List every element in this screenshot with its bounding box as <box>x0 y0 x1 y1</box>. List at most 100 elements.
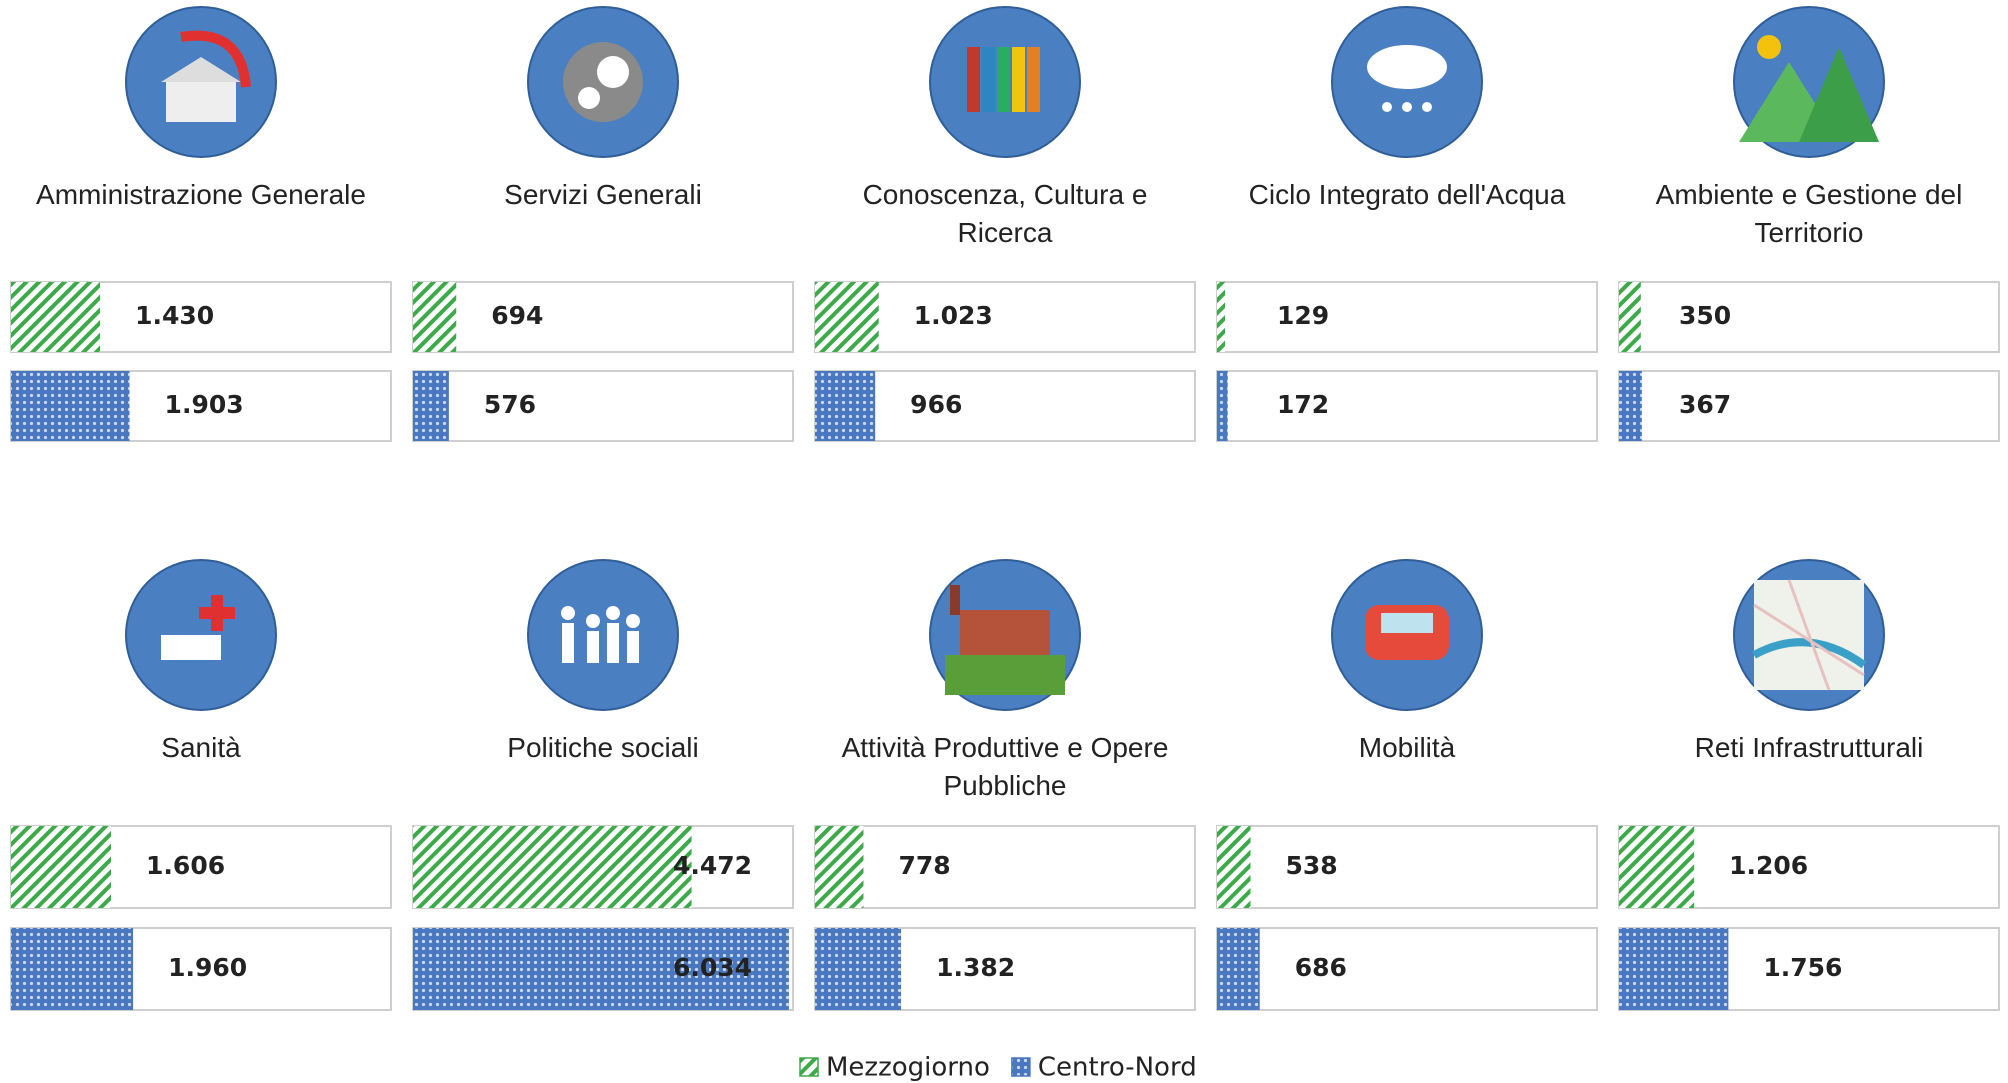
value-label: 367 <box>1679 390 1731 419</box>
icon <box>527 559 679 711</box>
icon-glyph <box>1753 579 1865 691</box>
icon-glyph <box>607 623 619 663</box>
bar <box>1217 371 1228 441</box>
icon-glyph <box>587 631 599 663</box>
bar <box>413 282 457 352</box>
icon-glyph <box>1381 613 1433 633</box>
value-label: 6.034 <box>673 953 752 982</box>
icon <box>1331 559 1483 711</box>
bar-frame <box>1216 281 1598 353</box>
bar-frame <box>814 825 1196 909</box>
legend-label: Mezzogiorno <box>826 1053 990 1083</box>
icon-glyph <box>586 614 600 628</box>
bar <box>815 928 902 1010</box>
bar <box>11 928 134 1010</box>
icon-glyph <box>967 47 980 112</box>
icon-glyph <box>578 87 600 109</box>
value-label: 778 <box>898 851 950 880</box>
bar <box>815 371 876 441</box>
icon-glyph <box>161 57 241 82</box>
value-label: 686 <box>1295 953 1347 982</box>
category-label: Amministrazione Generale <box>36 179 366 210</box>
value-label: 172 <box>1277 390 1329 419</box>
value-label: 538 <box>1286 851 1338 880</box>
value-label: 1.960 <box>168 953 247 982</box>
value-label: 1.903 <box>165 390 244 419</box>
bar-frame <box>1618 370 2000 442</box>
icon <box>125 6 277 158</box>
category-label: Mobilità <box>1358 732 1456 763</box>
value-label: 1.023 <box>914 301 993 330</box>
category-label: Politiche sociali <box>507 732 699 763</box>
category-label: Conoscenza, Cultura e Ricerca <box>862 179 1148 248</box>
bar <box>413 826 692 908</box>
category-label: Sanità <box>161 732 241 763</box>
bar <box>1217 826 1251 908</box>
icon-glyph <box>997 47 1010 112</box>
icon-glyph <box>1422 102 1432 112</box>
bar <box>413 371 449 441</box>
bar <box>815 282 879 352</box>
legend-label: Centro-Nord <box>1038 1053 1197 1083</box>
icon-glyph <box>561 606 575 620</box>
category-label: Ciclo Integrato dell'Acqua <box>1248 179 1566 210</box>
icon <box>527 6 679 158</box>
icon-glyph <box>562 623 574 663</box>
icon-glyph <box>1757 35 1781 59</box>
bar <box>1619 371 1642 441</box>
value-label: 1.206 <box>1729 851 1808 880</box>
bar <box>1217 282 1226 352</box>
icon-glyph <box>161 635 221 660</box>
icon-glyph <box>1382 102 1392 112</box>
icon-glyph <box>597 56 629 88</box>
icon-glyph <box>960 610 1050 655</box>
icon-glyph <box>1027 47 1040 112</box>
icon-glyph <box>199 595 235 631</box>
icon-glyph <box>982 47 995 112</box>
icon-glyph <box>1367 45 1447 89</box>
icon <box>1733 559 1885 711</box>
bar <box>1619 282 1641 352</box>
category-label: Servizi Generali <box>504 179 702 210</box>
bar <box>11 282 101 352</box>
icon <box>125 559 277 711</box>
icon <box>1733 6 1885 158</box>
bar-frame <box>1618 281 2000 353</box>
icon-glyph <box>950 585 960 615</box>
icon-glyph <box>626 614 640 628</box>
icon-circle <box>527 559 679 711</box>
category-label: Attività Produttive e Opere Pubbliche <box>841 732 1169 801</box>
icon-glyph <box>166 82 236 122</box>
icon <box>1331 6 1483 158</box>
value-label: 350 <box>1679 301 1731 330</box>
value-label: 1.756 <box>1763 953 1842 982</box>
value-label: 576 <box>484 390 536 419</box>
value-label: 129 <box>1277 301 1329 330</box>
icon-glyph <box>1402 102 1412 112</box>
bar-frame <box>412 281 794 353</box>
icon-glyph <box>180 30 251 88</box>
bar-frame <box>1216 927 1598 1011</box>
category-label: Ambiente e Gestione del Territorio <box>1655 179 1963 248</box>
value-label: 966 <box>910 390 962 419</box>
bar <box>1619 928 1729 1010</box>
category-label: Reti Infrastrutturali <box>1694 732 1924 763</box>
value-label: 4.472 <box>673 851 752 880</box>
value-label: 1.430 <box>135 301 214 330</box>
value-label: 694 <box>491 301 543 330</box>
bar <box>11 826 112 908</box>
bar <box>1619 826 1695 908</box>
value-label: 1.606 <box>146 851 225 880</box>
icon-glyph <box>1012 47 1025 112</box>
icon-glyph <box>627 631 639 663</box>
icon-glyph <box>1799 47 1879 142</box>
bar <box>11 371 130 441</box>
legend-swatch <box>1011 1057 1031 1077</box>
bar-frame <box>1216 825 1598 909</box>
bar <box>1217 928 1260 1010</box>
icon-glyph <box>1752 638 1867 669</box>
bar <box>413 928 789 1010</box>
bar <box>815 826 864 908</box>
icon-glyph <box>606 606 620 620</box>
